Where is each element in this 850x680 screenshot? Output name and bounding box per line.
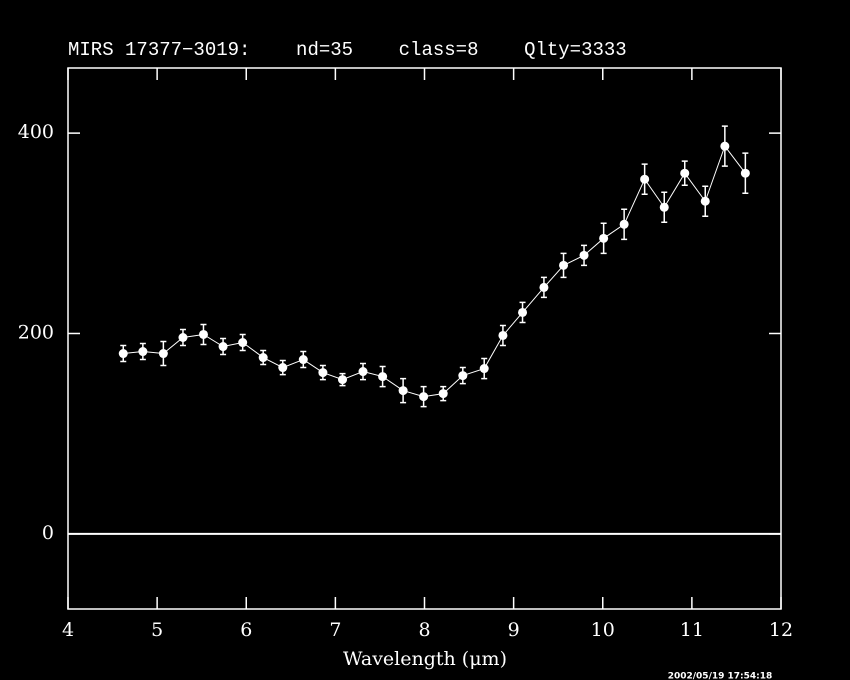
data-point	[458, 371, 468, 381]
plot-frame	[67, 67, 782, 610]
data-point	[619, 219, 629, 229]
data-point	[378, 372, 388, 382]
data-point	[338, 375, 348, 385]
data-point	[298, 355, 308, 365]
y-tick-label: 400	[18, 121, 54, 143]
data-point	[118, 349, 128, 359]
data-point	[438, 389, 448, 399]
data-point	[358, 367, 368, 377]
x-tick-label: 4	[62, 619, 74, 641]
data-point	[720, 141, 730, 151]
data-point	[138, 347, 148, 357]
data-point	[559, 260, 569, 270]
x-tick-label: 5	[151, 619, 163, 641]
data-point	[278, 363, 288, 373]
x-tick-label: 12	[769, 619, 793, 641]
data-point	[398, 386, 408, 396]
x-tick-label: 6	[240, 619, 252, 641]
x-tick-label: 9	[508, 619, 520, 641]
data-point	[158, 349, 168, 359]
x-tick-label: 8	[418, 619, 430, 641]
data-point	[479, 364, 489, 374]
data-point	[258, 353, 268, 363]
data-point	[680, 168, 690, 178]
data-point	[599, 233, 609, 243]
data-point	[178, 332, 188, 342]
data-point	[518, 307, 528, 317]
x-axis-label: Wavelength (μm)	[343, 648, 507, 670]
data-point	[659, 202, 669, 212]
data-point	[740, 168, 750, 178]
x-tick-label: 11	[680, 619, 704, 641]
data-point	[640, 174, 650, 184]
data-point	[198, 329, 208, 339]
data-point	[218, 342, 228, 352]
x-tick-label: 7	[329, 619, 341, 641]
chart-title: MIRS 17377−3019: nd=35 class=8 Qlty=3333	[68, 39, 627, 61]
timestamp: 2002/05/19 17:54:18	[668, 672, 773, 680]
data-point	[238, 338, 248, 348]
data-point	[318, 368, 328, 378]
data-point	[539, 282, 549, 292]
data-point	[419, 392, 429, 402]
data-point	[498, 330, 508, 340]
x-tick-label: 10	[591, 619, 615, 641]
data-point	[579, 250, 589, 260]
y-tick-label: 0	[42, 522, 54, 544]
y-tick-label: 200	[18, 321, 54, 343]
data-line	[123, 145, 746, 398]
data-point	[700, 196, 710, 206]
